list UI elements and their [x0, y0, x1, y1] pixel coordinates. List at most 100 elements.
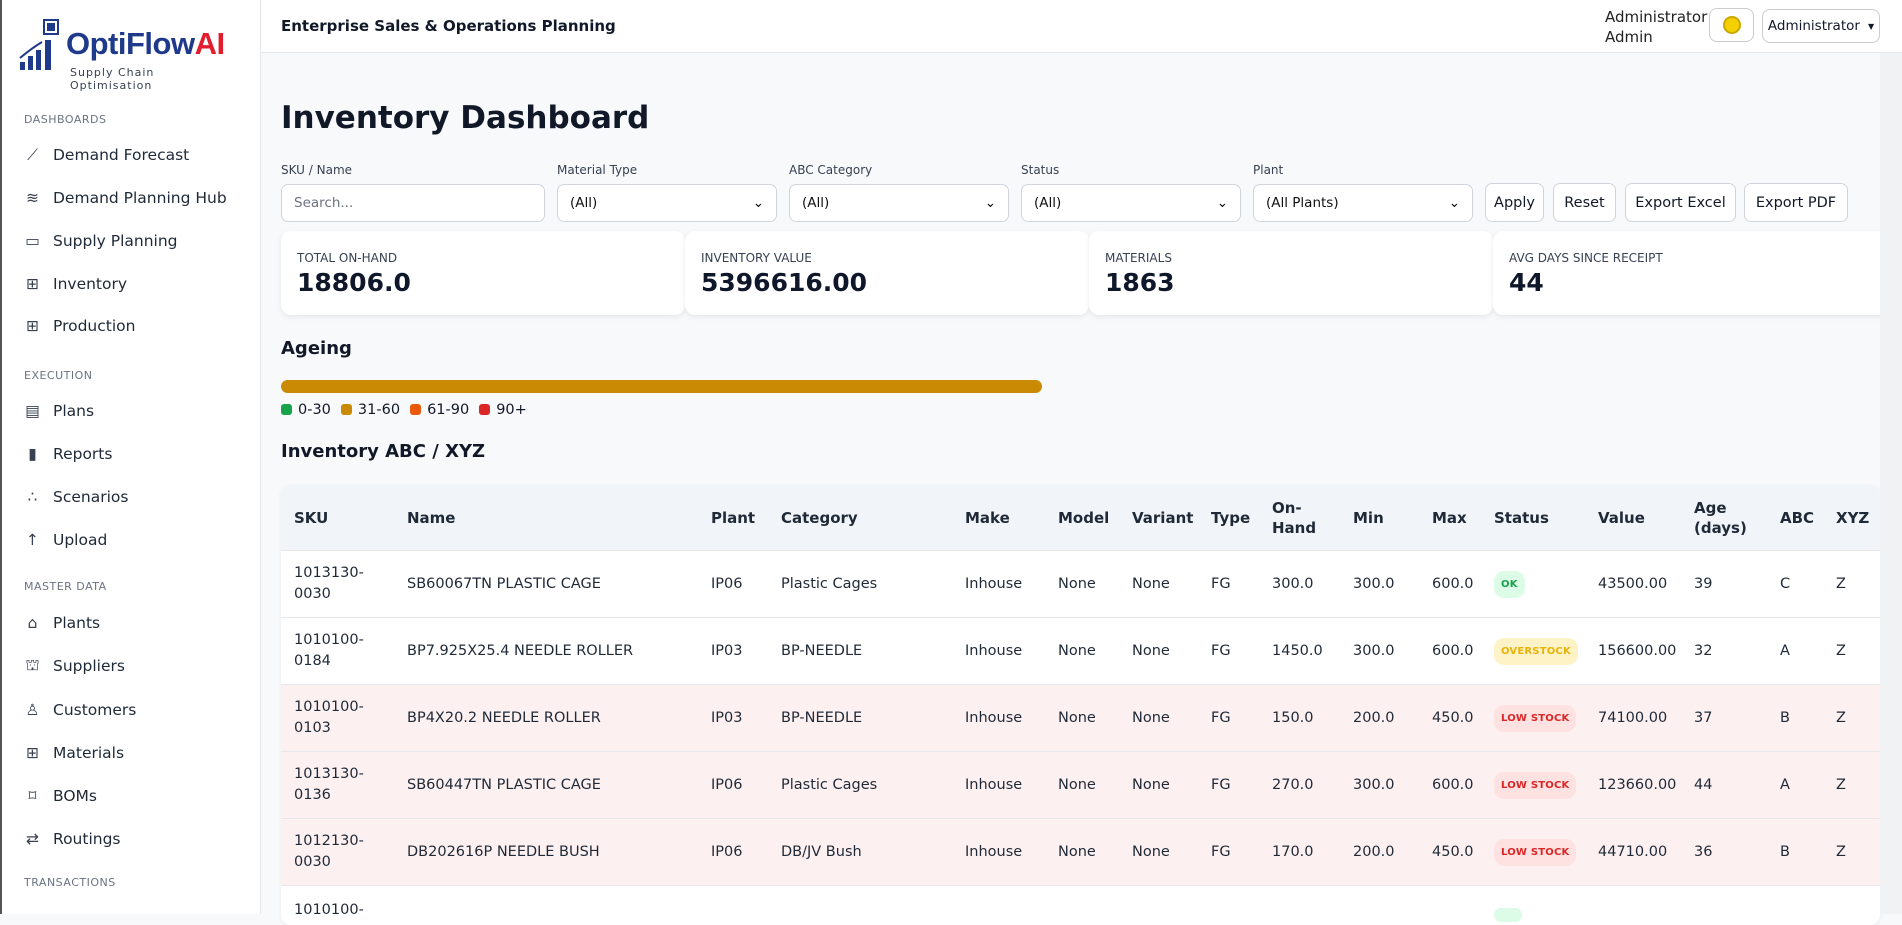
top-bar: Enterprise Sales & Operations Planning A… [261, 0, 1902, 53]
column-header[interactable]: Max [1432, 509, 1467, 527]
column-header[interactable]: On-Hand [1272, 499, 1317, 537]
column-header[interactable]: Value [1598, 509, 1645, 527]
sku-search-input[interactable]: Search... [281, 184, 545, 222]
cell-sku: 1010100- [294, 902, 364, 918]
sidebar-item-label: Inventory [53, 275, 128, 293]
table-row[interactable]: 1010100- [281, 886, 1880, 925]
cell-plant: IP06 [711, 776, 743, 793]
sidebar-item-label: Suppliers [53, 657, 125, 675]
logo-chart-icon [19, 19, 59, 70]
cell-type: FG [1211, 843, 1231, 860]
column-header[interactable]: Plant [711, 509, 756, 527]
cell-status: OK [1494, 551, 1525, 617]
ageing-segment-31-60 [281, 380, 1042, 393]
kpi-value: 18806.0 [297, 268, 411, 297]
sidebar-item-customers[interactable]: ♙ Customers [24, 701, 137, 719]
sidebar-item-demand-forecast[interactable]: ⟋ Demand Forecast [24, 146, 189, 165]
legend-item: 90+ [479, 402, 527, 418]
material-type-select[interactable]: (All) ⌄ [557, 184, 777, 222]
column-header[interactable]: Variant [1132, 509, 1194, 527]
status-select[interactable]: (All) ⌄ [1021, 184, 1241, 222]
reset-button[interactable]: Reset [1553, 183, 1616, 222]
sidebar-item-supply-planning[interactable]: ▭ Supply Planning [24, 232, 177, 250]
cell-category: BP-NEEDLE [781, 709, 863, 726]
cell-make: Inhouse [965, 709, 1023, 726]
chevron-down-icon: ⌄ [1448, 195, 1460, 211]
sidebar-item-plants[interactable]: ⌂ Plants [24, 614, 101, 632]
column-header[interactable]: Min [1353, 509, 1384, 527]
cell-min: 200.0 [1353, 843, 1395, 860]
kpi-value: 5396616.00 [701, 268, 868, 297]
kpi-label: AVG DAYS SINCE RECEIPT [1509, 251, 1663, 265]
column-header[interactable]: Make [965, 509, 1010, 527]
sidebar-item-boms[interactable]: ⌑ BOMs [24, 787, 98, 805]
logo[interactable]: OptiFlowAI Supply Chain Optimisation [18, 18, 238, 92]
cell-type: FG [1211, 776, 1231, 793]
kpi-value: 44 [1509, 268, 1544, 297]
sidebar-item-inventory[interactable]: ⊞ Inventory [24, 275, 127, 293]
chevron-down-icon: ⌄ [752, 195, 764, 211]
kpi-inventory-value: INVENTORY VALUE 5396616.00 [685, 231, 1089, 315]
sidebar-item-reports[interactable]: ▮ Reports [24, 445, 112, 463]
cell-variant: None [1132, 575, 1170, 592]
plant-select[interactable]: (All Plants) ⌄ [1253, 184, 1473, 222]
sidebar-item-suppliers[interactable]: ⛫ Suppliers [24, 656, 125, 675]
sidebar-item-demand-planning-hub[interactable]: ≋ Demand Planning Hub [24, 189, 227, 207]
column-header[interactable]: Category [781, 509, 858, 527]
export-excel-button[interactable]: Export Excel [1625, 183, 1736, 222]
table-row[interactable]: 1013130-0030 SB60067TN PLASTIC CAGE IP06 Pl… [281, 551, 1880, 618]
column-header[interactable]: Name [407, 509, 456, 527]
cell-name: SB60067TN PLASTIC CAGE [407, 575, 601, 592]
cell-xyz: Z [1836, 843, 1846, 860]
sidebar-item-production[interactable]: ⊞ Production [24, 317, 135, 335]
table-row[interactable]: 1010100-0103 BP4X20.2 NEEDLE ROLLER IP03 BP… [281, 685, 1880, 752]
column-header[interactable]: ABC [1780, 509, 1815, 527]
cell-status: OVERSTOCK [1494, 618, 1578, 684]
cell-on-hand: 170.0 [1272, 843, 1314, 860]
export-pdf-button[interactable]: Export PDF [1744, 183, 1848, 222]
role-dropdown[interactable]: Administrator ▼ [1762, 9, 1880, 43]
user-name: Administrator [1605, 8, 1708, 26]
sidebar-item-upload[interactable]: ↑ Upload [24, 531, 107, 549]
cell-sku: 1010100-0184 [294, 632, 364, 669]
cell-xyz: Z [1836, 709, 1846, 726]
sidebar-item-scenarios[interactable]: ∴ Scenarios [24, 488, 129, 506]
cell-category: Plastic Cages [781, 776, 878, 793]
cell-age-days-: 37 [1694, 709, 1713, 726]
cell-sku: 1010100-0103 [294, 699, 364, 736]
scrollbar[interactable] [1880, 53, 1902, 914]
legend-swatch [410, 404, 422, 415]
cell-max: 600.0 [1432, 642, 1474, 659]
columns-icon: ▭ [25, 232, 40, 250]
column-header[interactable]: Model [1058, 509, 1110, 527]
person-icon: ⛫ [25, 656, 40, 674]
sidebar-section-title: TRANSACTIONS [24, 876, 116, 889]
apply-button[interactable]: Apply [1485, 183, 1544, 222]
grid-icon: ⊞ [26, 317, 39, 335]
sidebar-item-materials[interactable]: ⊞ Materials [24, 744, 124, 762]
table-row[interactable]: 1012130-0030 DB202616P NEEDLE BUSH IP06 DB/… [281, 819, 1880, 886]
inventory-table: SKU Name Plant Category Make Model Variant Type… [281, 485, 1880, 925]
table-row[interactable]: 1013130-0136 SB60447TN PLASTIC CAGE IP06 Pl… [281, 752, 1880, 819]
sidebar-item-plans[interactable]: ▤ Plans [24, 402, 94, 420]
cell-variant: None [1132, 642, 1170, 659]
legend-label: 0-30 [298, 402, 331, 418]
cell-max: 600.0 [1432, 776, 1474, 793]
column-header[interactable]: XYZ [1836, 509, 1870, 527]
legend-item: 61-90 [410, 402, 469, 418]
legend-swatch [281, 404, 292, 415]
cell-plant: IP03 [711, 709, 743, 726]
column-header[interactable]: Type [1211, 509, 1251, 527]
kpi-total-on-hand: TOTAL ON-HAND 18806.0 [281, 231, 685, 315]
abc-category-select[interactable]: (All) ⌄ [789, 184, 1009, 222]
column-header[interactable]: Age (days) [1694, 499, 1747, 537]
theme-toggle-button[interactable] [1709, 8, 1754, 42]
sidebar-item-routings[interactable]: ⇄ Routings [24, 830, 121, 848]
table-row[interactable]: 1010100-0184 BP7.925X25.4 NEEDLE ROLLER IP… [281, 618, 1880, 685]
column-header[interactable]: Status [1494, 509, 1549, 527]
material-type-label: Material Type [557, 163, 638, 177]
cell-value: 44710.00 [1598, 843, 1668, 860]
column-header[interactable]: SKU [294, 509, 329, 527]
chevron-down-icon: ⌄ [1216, 195, 1228, 211]
cell-name: DB202616P NEEDLE BUSH [407, 843, 600, 860]
